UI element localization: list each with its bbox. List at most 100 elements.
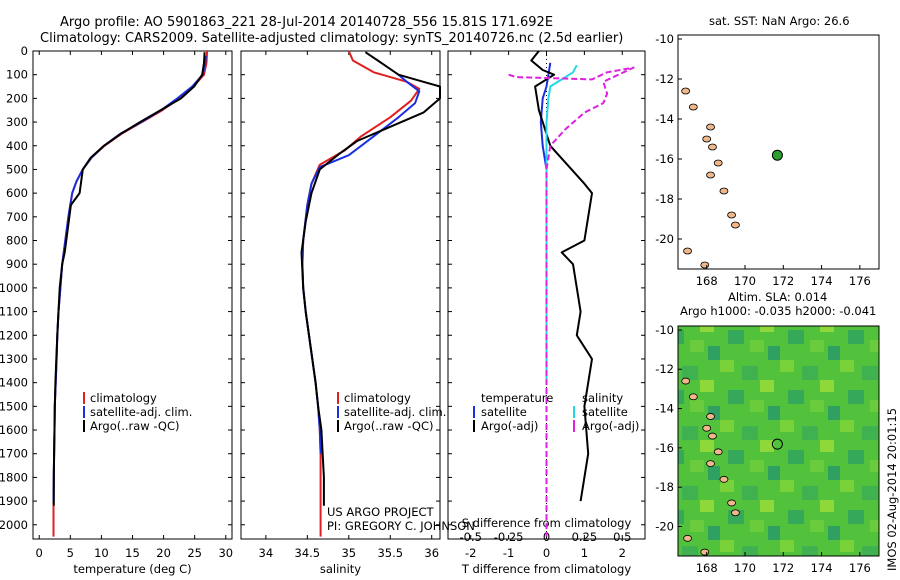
x-axis-label-top: S difference from climatology — [462, 516, 632, 530]
figure-title-line2: Climatology: CARS2009. Satellite-adjuste… — [40, 31, 623, 46]
top-x-tick-label: -0.5 — [460, 530, 482, 544]
y-tick-label: 1500 — [0, 399, 28, 413]
island — [708, 432, 717, 440]
island — [688, 103, 698, 111]
map-y-tick-label: -14 — [655, 112, 674, 126]
island — [702, 135, 712, 143]
legend-label-s-satellite: satellite — [582, 405, 628, 419]
legend-label-argo: Argo(..raw -QC) — [90, 419, 180, 433]
legend-label-climatology: climatology — [90, 391, 157, 405]
x-tick-label: 1 — [581, 546, 588, 560]
island — [683, 534, 692, 542]
y-tick-label: 600 — [6, 186, 28, 200]
island — [713, 159, 723, 167]
island — [708, 143, 717, 151]
y-tick-label: 500 — [6, 162, 28, 176]
map-frame — [677, 325, 880, 557]
top-x-tick-label: 0 — [543, 530, 550, 544]
map-y-tick-label: -10 — [655, 32, 674, 46]
argo-location-marker — [771, 438, 783, 450]
legend-label-climatology: climatology — [344, 391, 411, 405]
legend-label-satellite: satellite-adj. clim. — [90, 405, 192, 419]
island — [706, 460, 715, 468]
island — [731, 221, 740, 229]
legend-label-s-argo: Argo(-adj) — [582, 419, 639, 433]
salinity-panel: 34 34.5 35 35.5 36 salinity — [240, 50, 441, 576]
series-argo-raw-qc- — [52, 52, 206, 506]
y-tick-label: 700 — [6, 210, 28, 224]
x-tick-label: 34.5 — [295, 546, 321, 560]
y-tick-label: 900 — [6, 257, 28, 271]
map-x-tick-label: 172 — [772, 561, 794, 575]
map-x-tick-label: 168 — [696, 561, 718, 575]
sla-field — [678, 326, 879, 556]
island — [700, 548, 710, 556]
y-tick-label: 1300 — [0, 352, 28, 366]
y-tick-label: 2000 — [0, 518, 28, 532]
y-tick-label: 1900 — [0, 494, 28, 508]
top-x-tick-label: 0.25 — [572, 530, 598, 544]
map-y-tick-label: -16 — [655, 152, 674, 166]
y-tick-label: 1600 — [0, 423, 28, 437]
island — [706, 171, 715, 179]
map-y-tick-label: -18 — [655, 480, 674, 494]
map-x-tick-label: 176 — [849, 561, 871, 575]
series-s-satellite — [545, 64, 578, 383]
island — [683, 247, 692, 255]
legend-label-satellite: satellite-adj. clim. — [344, 405, 446, 419]
map-x-tick-label: 174 — [811, 561, 833, 575]
map-y-tick-label: -10 — [655, 323, 674, 337]
island — [713, 448, 723, 456]
salinity-legend: climatology satellite-adj. clim. Argo(..… — [337, 391, 446, 433]
difference-panel: -2 -1 0 1 2 -0.5 -0.25 0 0.25 0.5S difference fro… — [447, 50, 646, 576]
temperature-legend: climatology satellite-adj. clim. Argo(..… — [83, 391, 192, 433]
map-y-tick-label: -18 — [655, 192, 674, 206]
x-axis-label: temperature (deg C) — [73, 562, 191, 576]
map-y-tick-label: -16 — [655, 441, 674, 455]
island — [681, 87, 691, 95]
island — [727, 499, 736, 507]
argo-location-marker — [771, 149, 783, 161]
sst-map: 168 170 172 174 176 -10 -12 -14 -16 -18 -20 — [655, 32, 880, 288]
x-tick-label: 0 — [36, 546, 43, 560]
map-bottom-title-line1: Altim. SLA: 0.014 — [728, 290, 827, 304]
island — [706, 123, 715, 131]
y-tick-label: 200 — [6, 91, 28, 105]
x-tick-label: 2 — [619, 546, 626, 560]
y-tick-label: 1000 — [0, 281, 28, 295]
island — [702, 424, 712, 432]
island — [731, 509, 740, 517]
map-y-tick-label: -20 — [655, 232, 674, 246]
legend-label-argo: Argo(..raw -QC) — [344, 419, 434, 433]
y-tick-label: 1200 — [0, 328, 28, 342]
y-tick-label: 100 — [6, 68, 28, 82]
map-y-tick-label: -12 — [655, 362, 674, 376]
x-tick-label: -1 — [503, 546, 514, 560]
map-x-tick-label: 176 — [849, 274, 871, 288]
legend-label-t-argo: Argo(-adj) — [481, 419, 538, 433]
island — [727, 211, 736, 219]
top-x-tick-label: -0.25 — [494, 530, 524, 544]
island — [706, 413, 715, 420]
x-tick-label: -2 — [465, 546, 476, 560]
series-climatology — [301, 50, 421, 537]
x-axis-label: salinity — [320, 562, 361, 576]
island — [700, 261, 710, 269]
map-x-tick-label: 170 — [734, 274, 756, 288]
island — [719, 187, 729, 195]
y-tick-label: 400 — [6, 139, 28, 153]
y-tick-label: 0 — [21, 44, 28, 58]
side-stamp: IMOS 02-Aug-2014 20:01:15 — [885, 408, 899, 571]
y-tick-label: 800 — [6, 234, 28, 248]
x-tick-label: 30 — [218, 546, 233, 560]
difference-legend: temperature salinity satellite Argo(-adj… — [473, 391, 639, 433]
map-frame — [677, 34, 880, 270]
temperature-panel: 0 5 10 15 20 25 300100200300400500600700800900… — [0, 44, 233, 576]
sla-map: 168 170 172 174 176 -10 -12 -14 -16 -18 -20 — [655, 323, 880, 575]
x-axis-label: T difference from climatology — [461, 562, 632, 576]
map-x-tick-label: 174 — [811, 274, 833, 288]
series-argo-raw-qc- — [300, 51, 441, 506]
x-tick-label: 35.5 — [377, 546, 403, 560]
series-satellite-adj-clim- — [52, 55, 207, 502]
